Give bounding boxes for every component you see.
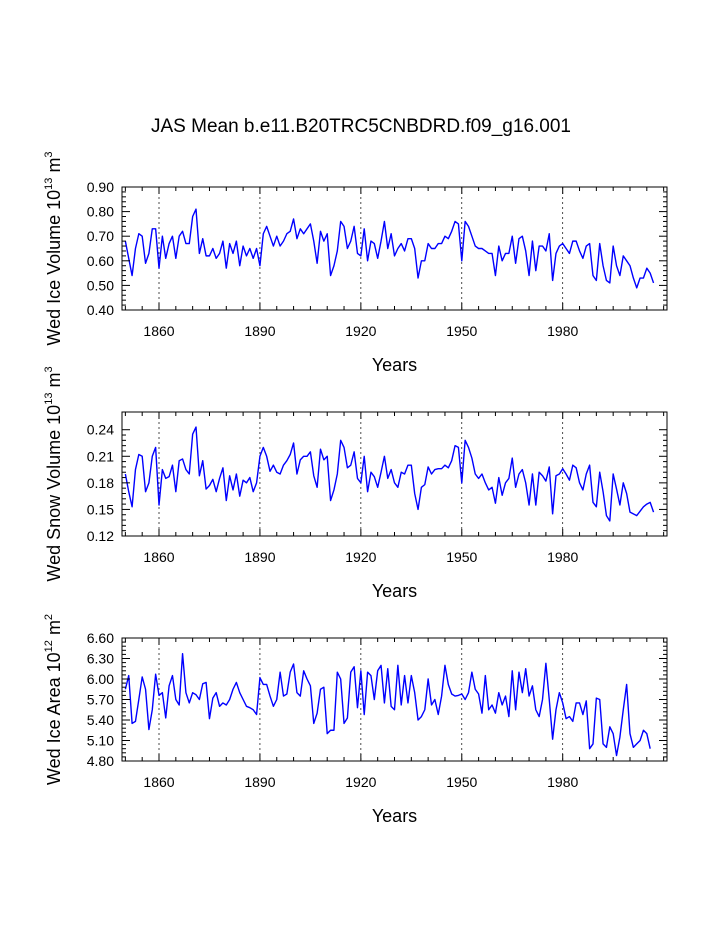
panel-ice-area-xtick-label-1950: 1950 bbox=[446, 774, 477, 790]
panel-ice-area-ytick-label-6.60: 6.60 bbox=[87, 630, 114, 646]
panel-snow-volume-xtick-label-1950: 1950 bbox=[446, 549, 477, 565]
chart-title: JAS Mean b.e11.B20TRC5CNBDRD.f09_g16.001 bbox=[151, 116, 571, 137]
panel-ice-area-xtick-label-1890: 1890 bbox=[244, 774, 275, 790]
panel-ice-volume-xtick-label-1980: 1980 bbox=[547, 323, 578, 339]
panel-ice-area-ytick-label-4.80: 4.80 bbox=[87, 753, 114, 769]
panel-ice-volume-ylabel-part-1: 13 bbox=[43, 178, 55, 190]
panel-snow-volume-xlabel: Years bbox=[372, 581, 417, 601]
panel-ice-area-ylabel-part-0: Wed Ice Area 10 bbox=[44, 652, 64, 785]
panel-ice-area-ytick-label-5.70: 5.70 bbox=[87, 692, 114, 708]
panel-ice-area-xtick-label-1980: 1980 bbox=[547, 774, 578, 790]
panel-ice-volume-ylabel: Wed Ice Volume 1013 m3 bbox=[43, 151, 64, 345]
panel-snow-volume-series-line bbox=[124, 426, 655, 522]
panel-snow-volume-ytick-label-0.21: 0.21 bbox=[87, 448, 114, 464]
panel-ice-volume-series-line bbox=[124, 208, 655, 289]
panel-ice-area-ylabel-part-3: 2 bbox=[43, 614, 55, 620]
panel-ice-area-ylabel: Wed Ice Area 1012 m2 bbox=[43, 614, 64, 785]
panel-ice-volume-ylabel-part-3: 3 bbox=[43, 151, 55, 157]
panel-ice-volume-ytick-label-0.90: 0.90 bbox=[87, 179, 114, 195]
panel-ice-area-xtick-label-1920: 1920 bbox=[345, 774, 376, 790]
panel-snow-volume-ytick-label-0.15: 0.15 bbox=[87, 501, 114, 517]
panel-ice-volume-ytick-label-0.80: 0.80 bbox=[87, 204, 114, 220]
panel-snow-volume-ylabel: Wed Snow Volume 1013 m3 bbox=[43, 366, 64, 581]
panel-snow-volume-ytick-label-0.24: 0.24 bbox=[87, 422, 114, 438]
panel-ice-volume-ytick-label-0.60: 0.60 bbox=[87, 253, 114, 269]
panel-ice-volume-ytick-label-0.40: 0.40 bbox=[87, 302, 114, 318]
panel-ice-volume-xtick-label-1890: 1890 bbox=[244, 323, 275, 339]
panel-snow-volume-ytick-label-0.18: 0.18 bbox=[87, 475, 114, 491]
panel-ice-area-ytick-label-5.40: 5.40 bbox=[87, 712, 114, 728]
panel-ice-volume-xtick-label-1860: 1860 bbox=[143, 323, 174, 339]
panel-ice-volume: 1860 1890 1920 1950 1980 0.40 0.50 0.60 0.70 0.80… bbox=[43, 151, 668, 375]
panel-ice-volume-ytick-label-0.70: 0.70 bbox=[87, 228, 114, 244]
panel-snow-volume-xtick-label-1980: 1980 bbox=[547, 549, 578, 565]
panel-snow-volume-xtick-label-1920: 1920 bbox=[345, 549, 376, 565]
panel-ice-area-ylabel-part-2: m bbox=[44, 620, 64, 640]
panel-snow-volume-ylabel-part-2: m bbox=[44, 373, 64, 393]
panel-ice-area-series-line bbox=[124, 653, 651, 757]
panel-snow-volume-xtick-label-1860: 1860 bbox=[143, 549, 174, 565]
panel-snow-volume-ylabel-part-3: 3 bbox=[43, 366, 55, 372]
panel-ice-volume-xtick-label-1950: 1950 bbox=[446, 323, 477, 339]
panel-ice-volume-ylabel-part-2: m bbox=[44, 158, 64, 178]
panel-ice-volume-xtick-label-1920: 1920 bbox=[345, 323, 376, 339]
panel-ice-area-ytick-label-6.00: 6.00 bbox=[87, 671, 114, 687]
panel-ice-volume-ylabel-part-0: Wed Ice Volume 10 bbox=[44, 190, 64, 346]
panel-ice-area-frame bbox=[121, 637, 668, 762]
panel-snow-volume-ylabel-part-0: Wed Snow Volume 10 bbox=[44, 405, 64, 582]
panel-ice-area-ylabel-part-1: 12 bbox=[43, 640, 55, 652]
panel-snow-volume-ylabel-part-1: 13 bbox=[43, 393, 55, 405]
panel-ice-area: 1860 1890 1920 1950 1980 4.80 5.10 5.40 5.70 6.00… bbox=[43, 614, 668, 826]
panel-snow-volume-ytick-label-0.12: 0.12 bbox=[87, 528, 114, 544]
panel-snow-volume-xtick-label-1890: 1890 bbox=[244, 549, 275, 565]
panel-ice-volume-ytick-label-0.50: 0.50 bbox=[87, 277, 114, 293]
panel-snow-volume: 1860 1890 1920 1950 1980 0.12 0.15 0.18 0.21 0.24… bbox=[43, 366, 668, 601]
panel-ice-area-xlabel: Years bbox=[372, 806, 417, 826]
panel-ice-area-xtick-label-1860: 1860 bbox=[143, 774, 174, 790]
panel-ice-area-ytick-label-6.30: 6.30 bbox=[87, 651, 114, 667]
panel-ice-area-ytick-label-5.10: 5.10 bbox=[87, 733, 114, 749]
panel-ice-volume-xlabel: Years bbox=[372, 355, 417, 375]
